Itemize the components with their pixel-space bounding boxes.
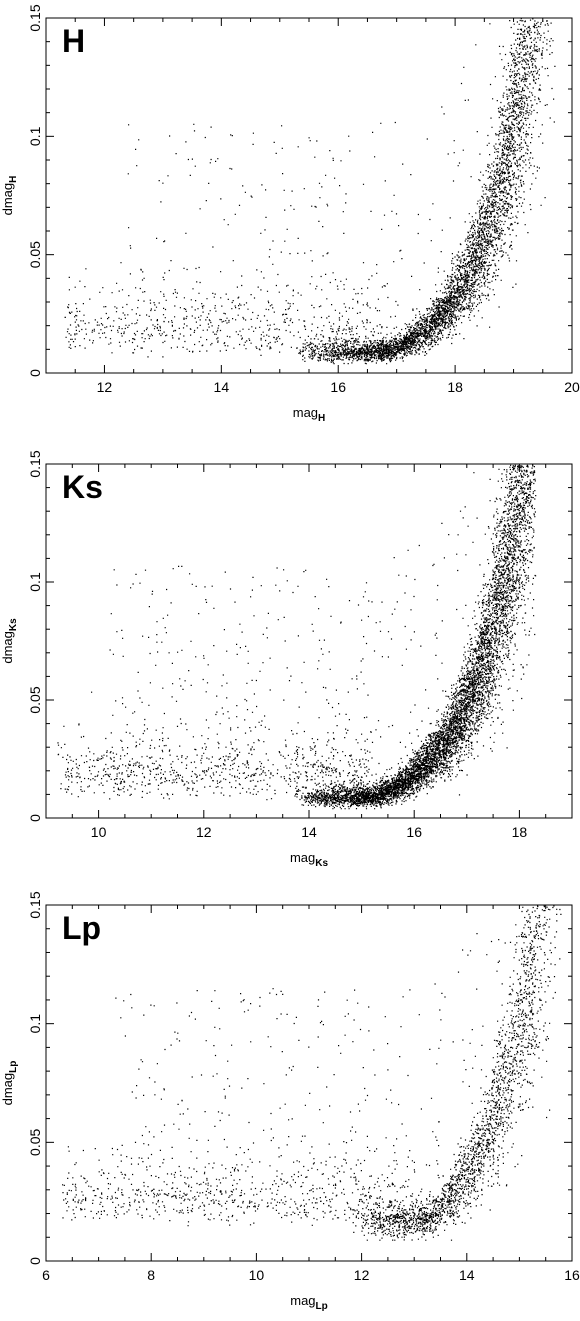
x-tick-label: 18 <box>512 824 528 840</box>
scatter-panel-lp: 6 8 10 12 14 16 0 0.05 0.1 0.15 Lp magLp dmagLp <box>0 891 580 1312</box>
y-tick-label: 0.15 <box>27 4 43 31</box>
x-tick-label: 12 <box>354 1267 370 1283</box>
y-axis-label: dmagKs <box>0 618 19 664</box>
x-tick-label: 16 <box>330 379 346 395</box>
plot-frame <box>45 904 573 1262</box>
x-tick-label: 12 <box>97 379 113 395</box>
scatter-points-lp <box>62 905 562 1241</box>
x-tick-label: 14 <box>214 379 230 395</box>
scatter-points-h <box>64 18 556 365</box>
panel-label: Lp <box>62 910 101 946</box>
y-tick-label: 0 <box>27 369 43 377</box>
scatter-points-ks <box>57 464 537 810</box>
y-tick-label: 0.05 <box>27 686 43 713</box>
y-tick-label: 0.1 <box>27 126 43 146</box>
x-tick-label: 16 <box>564 1267 580 1283</box>
x-tick-label: 18 <box>447 379 463 395</box>
x-tick-label: 14 <box>459 1267 475 1283</box>
y-tick-label: 0 <box>27 814 43 822</box>
plot-frame <box>45 17 573 374</box>
y-tick-label: 0 <box>27 1257 43 1265</box>
y-axis-label: dmagLp <box>0 1061 19 1106</box>
y-tick-label: 0.1 <box>27 572 43 592</box>
x-axis-label: magH <box>293 405 326 424</box>
x-tick-label: 14 <box>301 824 317 840</box>
x-tick-label: 6 <box>42 1267 50 1283</box>
x-tick-label: 10 <box>91 824 107 840</box>
x-tick-label: 8 <box>147 1267 155 1283</box>
panel-label: H <box>62 23 85 59</box>
scatter-panel-ks: 10 12 14 16 18 0 0.05 0.1 0.15 Ks magKs dmagKs <box>0 450 573 869</box>
y-tick-label: 0.15 <box>27 450 43 477</box>
panel-label: Ks <box>62 469 103 505</box>
y-axis-label: dmagH <box>0 176 19 216</box>
x-tick-label: 12 <box>196 824 212 840</box>
y-tick-label: 0.15 <box>27 891 43 918</box>
x-tick-label: 16 <box>406 824 422 840</box>
x-tick-label: 10 <box>249 1267 265 1283</box>
y-tick-label: 0.1 <box>27 1014 43 1034</box>
x-axis-label: magKs <box>290 850 329 869</box>
x-axis-label: magLp <box>290 1293 328 1312</box>
y-tick-label: 0.05 <box>27 1128 43 1155</box>
x-tick-label: 20 <box>564 379 580 395</box>
y-tick-label: 0.05 <box>27 241 43 268</box>
